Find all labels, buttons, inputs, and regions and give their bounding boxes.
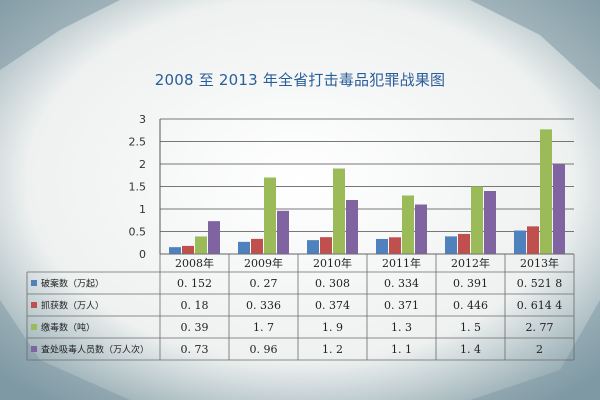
y-tick-label: 0.5 — [129, 226, 147, 239]
y-tick-label: 2.5 — [129, 136, 147, 149]
y-tick-label: 1 — [139, 203, 146, 216]
bar — [553, 164, 565, 254]
x-category-label: 2009年 — [244, 256, 283, 270]
table-cell: 0. 334 — [384, 277, 419, 290]
bar — [402, 195, 414, 254]
bar — [540, 129, 552, 254]
bar — [251, 238, 263, 254]
table-cell: 2. 77 — [526, 321, 554, 334]
x-category-label: 2013年 — [520, 256, 559, 270]
table-cell: 0. 374 — [315, 299, 350, 312]
table-cell: 0. 152 — [177, 277, 212, 290]
bar — [277, 210, 289, 254]
table-cell: 0. 336 — [246, 299, 281, 312]
bar — [264, 177, 276, 254]
y-tick-label: 3 — [139, 113, 146, 126]
x-category-label: 2011年 — [382, 256, 421, 270]
y-tick-label: 1.5 — [129, 181, 147, 194]
legend-key — [31, 346, 37, 352]
chart-title: 2008 至 2013 年全省打击毒品犯罪战果图 — [154, 71, 446, 89]
table-cell: 1. 7 — [253, 321, 274, 334]
bar — [514, 230, 526, 254]
legend-key — [31, 324, 37, 330]
table-cell: 0. 521 8 — [517, 277, 562, 290]
bar — [346, 200, 358, 254]
bar — [527, 226, 539, 254]
x-category-label: 2008年 — [175, 256, 214, 270]
bar — [376, 238, 388, 254]
table-cell: 1. 1 — [391, 343, 412, 356]
y-tick-label: 2 — [139, 158, 146, 171]
table-cell: 1. 5 — [460, 321, 481, 334]
bar — [307, 240, 319, 254]
table-cell: 0. 614 4 — [517, 299, 562, 312]
series-label: 缴毒数（吨） — [41, 322, 95, 334]
bar — [445, 236, 457, 254]
bar — [458, 233, 470, 254]
table-cell: 0. 371 — [384, 299, 419, 312]
table-cell: 0. 446 — [453, 299, 488, 312]
bar — [182, 245, 194, 254]
series-label: 查处吸毒人员数（万人次） — [41, 344, 149, 356]
bar — [238, 241, 250, 254]
series-label: 破案数（万起） — [41, 278, 104, 290]
table-cell: 0. 391 — [453, 277, 488, 290]
bar — [333, 168, 345, 254]
bar — [484, 191, 496, 254]
y-tick-label: 0 — [139, 248, 146, 261]
bar — [389, 237, 401, 254]
series-label: 抓获数（万人） — [41, 300, 104, 312]
table-cell: 0. 308 — [315, 277, 350, 290]
y-axis: 3 2.5 2 1.5 1 0.5 0 — [129, 113, 161, 261]
table-cell: 0. 27 — [250, 277, 278, 290]
grid-lines — [160, 118, 574, 255]
table-cell: 0. 96 — [250, 343, 278, 356]
bar — [471, 186, 483, 254]
table-cell: 1. 3 — [391, 321, 412, 334]
legend-key — [31, 280, 37, 286]
bar — [320, 237, 332, 254]
table-cell: 0. 39 — [181, 321, 209, 334]
bars — [169, 129, 565, 254]
table-cell: 2 — [536, 343, 543, 356]
x-category-label: 2010年 — [313, 256, 352, 270]
table-cell: 0. 18 — [181, 299, 209, 312]
table-cell: 1. 4 — [460, 343, 481, 356]
table-cell: 1. 2 — [322, 343, 343, 356]
bar — [415, 204, 427, 254]
table-cell: 1. 9 — [322, 321, 343, 334]
bar — [169, 247, 181, 254]
x-category-label: 2012年 — [451, 256, 490, 270]
bar — [195, 236, 207, 254]
legend-key — [31, 302, 37, 308]
table-cell: 0. 73 — [181, 343, 209, 356]
bar — [208, 221, 220, 254]
